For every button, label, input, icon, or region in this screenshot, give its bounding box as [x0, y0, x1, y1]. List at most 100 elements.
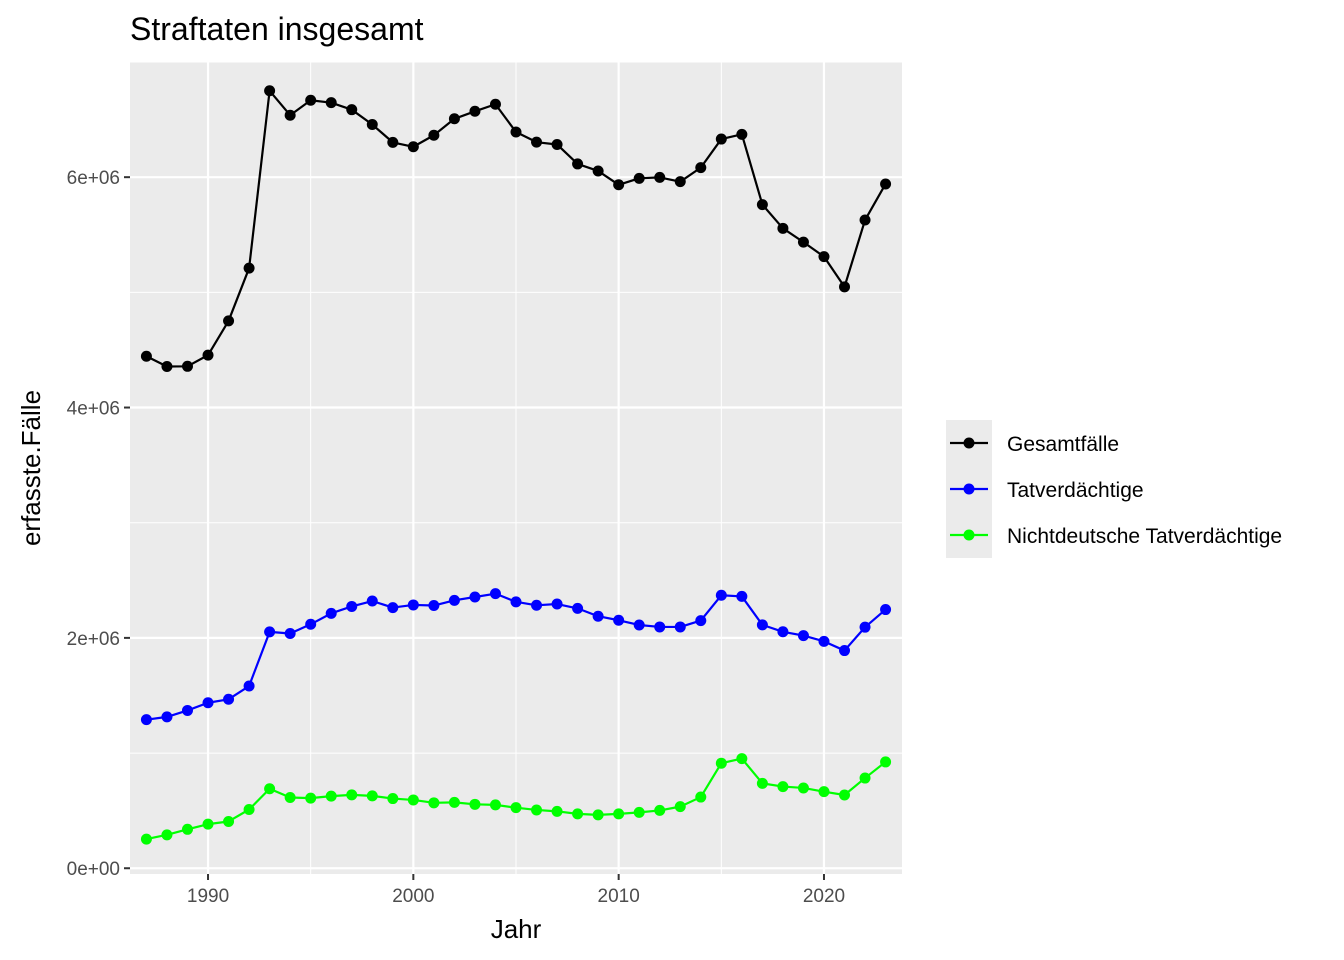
data-point: [654, 171, 666, 183]
data-point: [777, 222, 789, 234]
data-point: [325, 97, 337, 109]
data-point: [489, 588, 501, 600]
data-point: [880, 756, 892, 768]
data-point: [756, 619, 768, 631]
data-point: [489, 98, 501, 110]
data-point: [428, 129, 440, 141]
data-point: [839, 645, 851, 657]
data-point: [223, 693, 235, 705]
x-tick-label: 2020: [803, 886, 845, 907]
data-point: [510, 126, 522, 138]
data-point: [797, 782, 809, 794]
legend-key-point: [963, 483, 975, 495]
data-point: [264, 783, 276, 795]
major-gridlines: [130, 62, 902, 874]
series-2: [140, 753, 892, 845]
data-point: [715, 133, 727, 145]
x-axis: 1990 2000 2010 2020: [187, 874, 845, 907]
data-point: [592, 165, 604, 177]
data-point: [407, 141, 419, 153]
data-point: [140, 714, 152, 726]
series-0: [140, 85, 892, 373]
data-point: [161, 711, 173, 723]
data-point: [736, 753, 748, 765]
data-point: [633, 806, 645, 818]
data-point: [736, 590, 748, 602]
x-tick-label: 2000: [392, 886, 434, 907]
data-point: [428, 797, 440, 809]
data-point: [756, 199, 768, 211]
data-point: [223, 815, 235, 827]
data-point: [613, 808, 625, 820]
y-tick-label: 2e+06: [67, 629, 120, 650]
data-point: [880, 178, 892, 190]
data-point: [674, 621, 686, 633]
data-point: [448, 796, 460, 808]
data-point: [797, 236, 809, 248]
data-point: [510, 802, 522, 814]
data-point: [715, 589, 727, 601]
data-point: [531, 804, 543, 816]
data-point: [346, 104, 358, 116]
data-point: [284, 109, 296, 121]
data-point: [818, 251, 830, 263]
data-point: [387, 136, 399, 148]
data-point: [592, 809, 604, 821]
data-point: [510, 596, 522, 608]
data-point: [325, 607, 337, 619]
data-point: [346, 600, 358, 612]
data-point: [284, 628, 296, 640]
data-point: [654, 621, 666, 633]
legend-key-point: [963, 437, 975, 449]
data-point: [797, 630, 809, 642]
data-point: [674, 801, 686, 813]
data-point: [633, 619, 645, 631]
chart-title: Straftaten insgesamt: [130, 11, 424, 47]
data-point: [161, 361, 173, 373]
data-point: [531, 136, 543, 148]
data-point: [407, 599, 419, 611]
series-1: [140, 588, 892, 726]
data-point: [859, 621, 871, 633]
data-point: [407, 794, 419, 806]
data-point: [202, 818, 214, 830]
y-axis: 0e+00 2e+06 4e+06 6e+06: [67, 168, 130, 880]
data-point: [305, 792, 317, 804]
data-point: [756, 777, 768, 789]
data-point: [551, 598, 563, 610]
y-axis-title: erfasste.Fälle: [16, 390, 46, 546]
data-point: [613, 614, 625, 626]
data-point: [859, 214, 871, 226]
data-point: [284, 792, 296, 804]
data-point: [181, 823, 193, 835]
data-point: [572, 808, 584, 820]
data-point: [366, 119, 378, 131]
data-point: [469, 105, 481, 117]
data-point: [161, 829, 173, 841]
data-point: [181, 360, 193, 372]
data-point: [572, 158, 584, 170]
minor-gridlines: [130, 61, 902, 874]
x-tick-label: 2010: [598, 886, 640, 907]
data-point: [654, 804, 666, 816]
data-point: [777, 781, 789, 793]
series-layer: [140, 85, 892, 845]
data-point: [264, 626, 276, 638]
data-point: [736, 128, 748, 140]
data-point: [346, 789, 358, 801]
data-point: [469, 591, 481, 603]
data-point: [305, 94, 317, 106]
y-tick-label: 6e+06: [67, 168, 120, 189]
data-point: [880, 604, 892, 616]
data-point: [140, 833, 152, 845]
data-point: [202, 349, 214, 361]
legend-label: Gesamtfälle: [1007, 433, 1119, 456]
data-point: [633, 172, 645, 184]
x-tick-label: 1990: [187, 886, 229, 907]
data-point: [489, 799, 501, 811]
data-point: [695, 615, 707, 627]
data-point: [448, 113, 460, 125]
data-point: [264, 85, 276, 97]
data-point: [243, 262, 255, 274]
